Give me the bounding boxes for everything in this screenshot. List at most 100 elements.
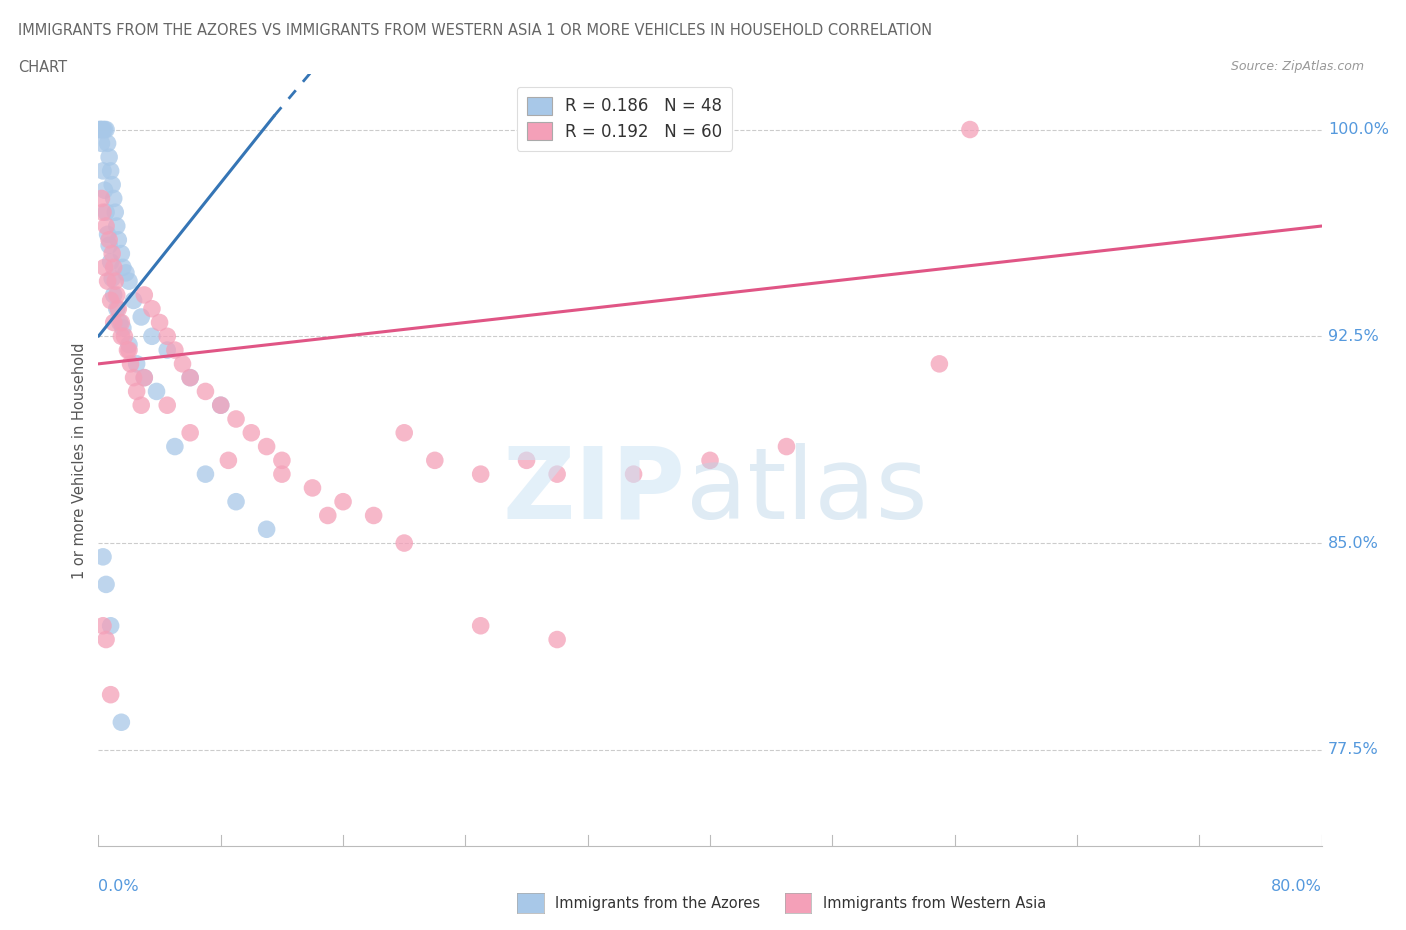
Point [141,301,163,316]
Point [129,398,152,413]
Point [103,191,125,206]
Point [270,453,294,468]
Point [100,293,122,308]
Point [118,338,141,352]
Point [470,618,492,633]
Point [104,273,127,288]
Text: 92.5%: 92.5% [1327,329,1378,344]
Point [97,273,120,288]
Point [104,205,127,219]
Point [98,150,121,165]
Text: CHART: CHART [18,60,67,75]
Point [103,315,125,330]
Text: 100.0%: 100.0% [1327,122,1389,137]
Point [129,310,152,325]
Point [194,467,217,482]
Point [89,122,111,137]
Point [423,453,446,468]
Point [110,715,132,730]
Point [97,227,120,242]
Point [145,384,167,399]
Point [270,467,294,482]
Point [163,439,186,454]
Y-axis label: 1 or more Vehicles in Household: 1 or more Vehicles in Household [72,342,87,578]
Point [179,425,201,440]
Point [623,467,645,482]
Point [179,370,201,385]
Point [107,232,129,247]
Point [98,232,121,247]
Point [134,287,156,302]
Point [699,453,721,468]
Point [112,329,135,344]
Point [363,508,385,523]
Point [301,481,323,496]
Point [134,370,156,385]
Point [93,122,115,137]
Point [91,618,114,633]
Point [93,260,115,275]
Point [97,136,120,151]
Point [122,293,145,308]
Point [225,494,247,509]
Point [179,370,201,385]
Point [105,219,128,233]
Point [90,191,112,206]
Point [110,315,132,330]
Point [101,271,124,286]
Point [209,398,232,413]
Point [93,183,115,198]
Point [107,301,129,316]
Point [90,136,112,151]
Point [316,508,339,523]
Point [108,315,131,330]
Text: Source: ZipAtlas.com: Source: ZipAtlas.com [1230,60,1364,73]
Point [156,329,179,344]
Point [141,329,163,344]
Point [332,494,354,509]
Text: Immigrants from the Azores: Immigrants from the Azores [555,897,761,911]
Point [111,260,134,275]
Point [100,687,122,702]
Point [546,632,568,647]
Text: IMMIGRANTS FROM THE AZORES VS IMMIGRANTS FROM WESTERN ASIA 1 OR MORE VEHICLES IN: IMMIGRANTS FROM THE AZORES VS IMMIGRANTS… [18,23,932,38]
Point [100,164,122,179]
Point [122,370,145,385]
Point [110,246,132,261]
Point [928,356,950,371]
Point [115,265,138,280]
Point [163,342,186,357]
Point [209,398,232,413]
Point [156,342,179,357]
Point [118,273,141,288]
Point [94,632,117,647]
Point [775,439,797,454]
Point [100,618,122,633]
Point [516,453,538,468]
Point [217,453,239,468]
Text: atlas: atlas [686,443,927,539]
Text: 0.0%: 0.0% [98,880,139,895]
Point [546,467,568,482]
Point [194,384,217,399]
Point [105,301,128,316]
Point [172,356,194,371]
Point [103,260,125,275]
Point [118,342,141,357]
Point [111,321,134,336]
Point [98,238,121,253]
Point [125,384,148,399]
Point [392,536,416,551]
Point [91,164,114,179]
Point [94,205,117,219]
Point [94,122,117,137]
Point [240,425,263,440]
Point [256,439,278,454]
Point [100,255,122,270]
Text: 85.0%: 85.0% [1327,536,1379,551]
Point [91,122,114,137]
Point [94,577,117,591]
Legend: R = 0.186   N = 48, R = 0.192   N = 60: R = 0.186 N = 48, R = 0.192 N = 60 [516,86,733,151]
Point [117,342,139,357]
Point [91,205,114,219]
